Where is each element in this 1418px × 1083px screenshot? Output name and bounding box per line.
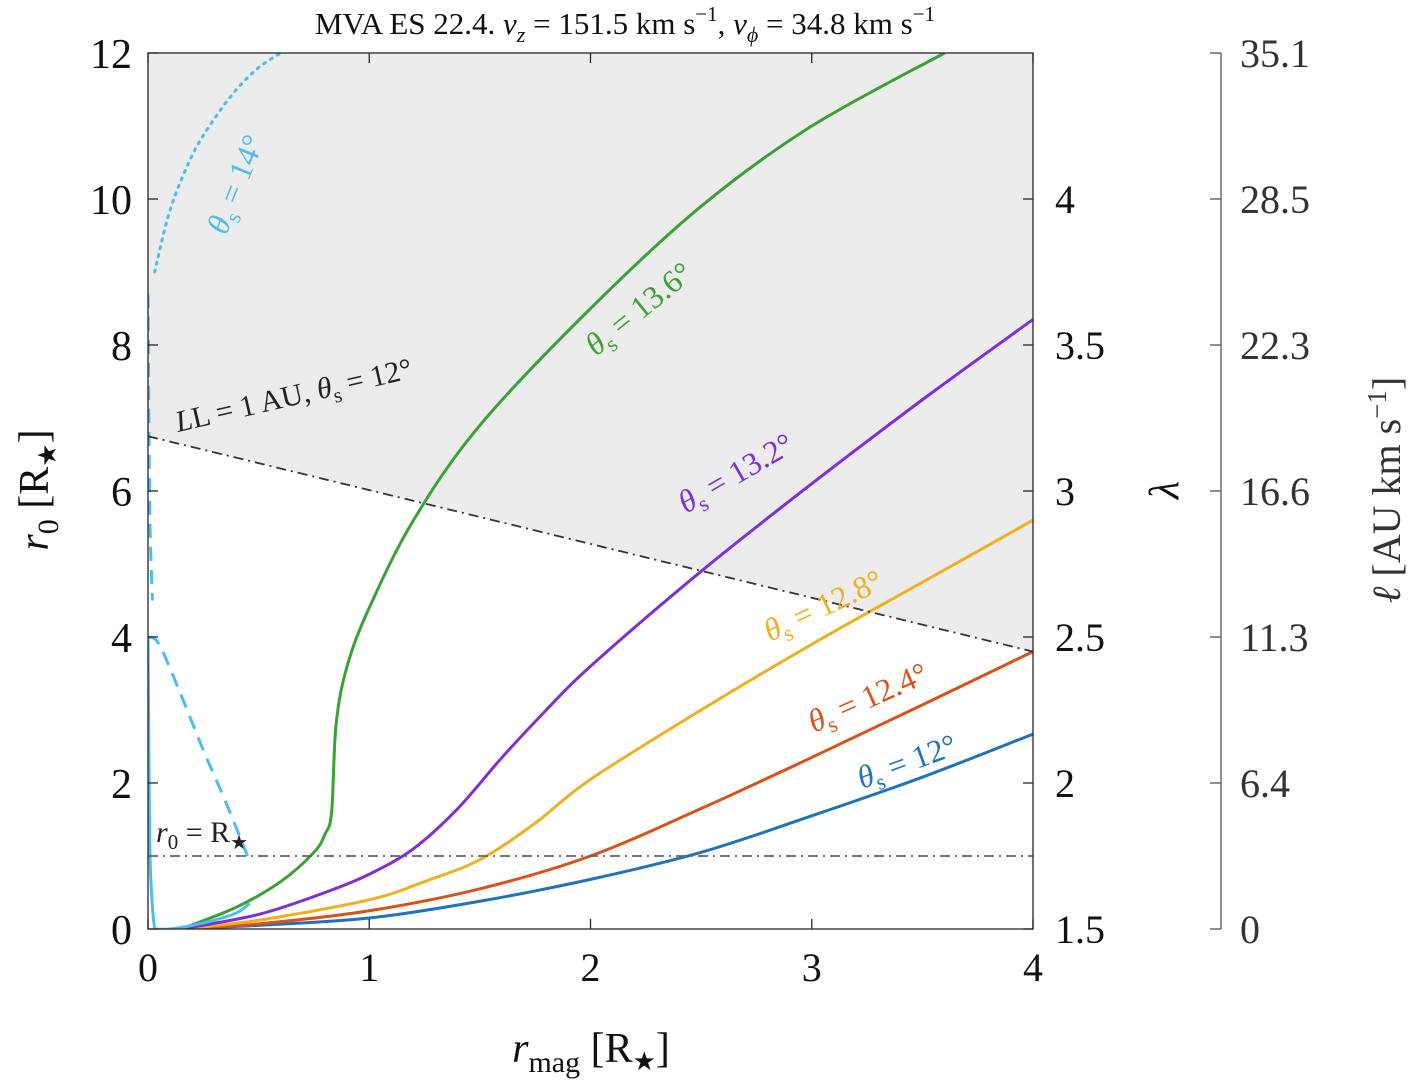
y2-tick-label: 3 — [1055, 469, 1075, 514]
y2-axis-label: λ — [1142, 481, 1188, 501]
y3-tick-label: 0 — [1240, 907, 1260, 952]
series-line-0 — [181, 732, 1033, 929]
series-line-3 — [180, 318, 1033, 929]
y-tick-label: 4 — [111, 616, 132, 662]
series-line-5 — [153, 53, 283, 274]
chart-title: MVA ES 22.4. vz = 151.5 km s−1, vϕ = 34.… — [315, 2, 935, 47]
shaded-region — [148, 53, 1033, 652]
x-axis-label: rmag [R★] — [512, 1026, 670, 1079]
y-axis-ticks: 0 2 4 6 8 10 12 — [90, 32, 158, 954]
y3-tick-label: 28.5 — [1240, 177, 1310, 222]
x-tick-label: 3 — [802, 945, 822, 990]
y-tick-label: 2 — [111, 762, 132, 808]
series-line-2 — [181, 518, 1033, 929]
y2-tick-label: 4 — [1055, 177, 1075, 222]
reference-lines — [147, 435, 1034, 857]
y3-tick-label: 11.3 — [1240, 615, 1309, 660]
y-tick-label: 6 — [111, 470, 132, 516]
y3-tick-label: 16.6 — [1240, 469, 1310, 514]
y-tick-label: 0 — [111, 908, 132, 954]
y3-tick-label: 35.1 — [1240, 31, 1310, 76]
y2-tick-label: 1.5 — [1055, 907, 1105, 952]
y2-tick-label: 2 — [1055, 761, 1075, 806]
series-line-7 — [148, 635, 249, 857]
y2-tick-label: 2.5 — [1055, 615, 1105, 660]
x-tick-label: 2 — [581, 945, 601, 990]
y3-tick-label: 6.4 — [1240, 761, 1290, 806]
y2-axis-ticks: 1.5 2 2.5 3 3.5 4 — [1023, 177, 1105, 952]
y3-tick-label: 22.3 — [1240, 323, 1310, 368]
x-tick-label: 1 — [359, 945, 379, 990]
series-line-9 — [154, 902, 251, 929]
x-tick-label: 0 — [138, 945, 158, 990]
y-tick-label: 10 — [90, 178, 132, 224]
series-line-1 — [181, 650, 1033, 929]
y-tick-label: 12 — [90, 32, 132, 78]
y3-axis-label: ℓ [AU km s−1] — [1362, 377, 1409, 604]
x-axis-ticks: 0 1 2 3 4 — [138, 53, 1043, 990]
y2-tick-label: 3.5 — [1055, 323, 1105, 368]
y-axis-label: r0 [R★] — [12, 429, 65, 550]
reference-line-0 — [147, 435, 1034, 653]
label-r0-Rstar: r0 = R★ — [156, 816, 248, 854]
y-tick-label: 8 — [111, 324, 132, 370]
x-tick-label: 4 — [1023, 945, 1043, 990]
y3-axis-ticks: 0 6.4 11.3 16.6 22.3 28.5 35.1 — [1210, 31, 1310, 952]
